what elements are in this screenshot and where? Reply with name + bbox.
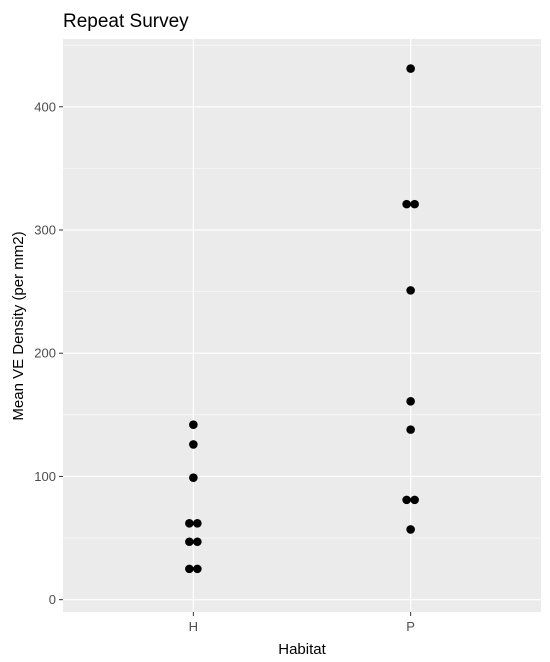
data-point: [189, 440, 198, 449]
minor-gridlines: [63, 44, 541, 539]
data-point: [410, 199, 419, 209]
data-point: [185, 537, 194, 547]
x-axis-title: Habitat: [278, 641, 326, 658]
chart-title: Repeat Survey: [63, 11, 189, 32]
plot-panel: [63, 39, 541, 612]
y-axis-ticks: 0 100 200 300 400: [34, 99, 63, 607]
data-point: [406, 286, 415, 295]
data-point: [410, 495, 419, 505]
x-tick-label: H: [189, 619, 198, 634]
data-point: [193, 518, 202, 528]
y-tick-label: 300: [34, 223, 56, 238]
data-point: [406, 425, 415, 434]
y-tick-label: 100: [34, 469, 56, 484]
y-tick-label: 400: [34, 99, 56, 114]
data-point: [402, 495, 411, 505]
y-tick-label: 0: [49, 592, 56, 607]
data-point: [185, 564, 194, 574]
data-point: [185, 518, 194, 528]
data-points: [185, 64, 419, 574]
data-point: [193, 537, 202, 547]
x-tick-label: P: [406, 619, 415, 634]
data-point: [406, 64, 415, 73]
data-point: [189, 473, 198, 482]
data-point: [193, 564, 202, 574]
data-point: [189, 420, 198, 429]
y-axis-title: Mean VE Density (per mm2): [10, 231, 27, 420]
data-point: [406, 525, 415, 534]
data-point: [402, 199, 411, 209]
major-gridlines: [63, 39, 541, 612]
y-tick-label: 200: [34, 346, 56, 361]
data-point: [406, 396, 415, 406]
